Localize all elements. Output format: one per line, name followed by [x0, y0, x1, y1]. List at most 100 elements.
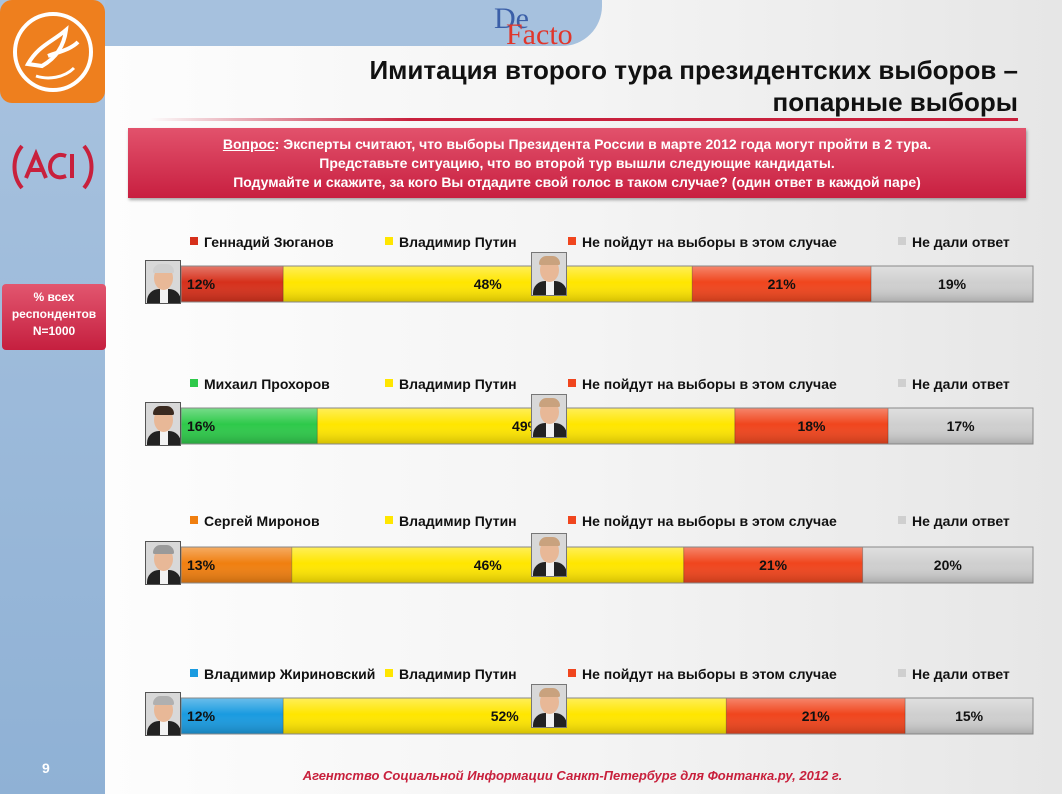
chart-1-legend-label-1: Геннадий Зюганов [204, 234, 334, 250]
question-line1: Вопрос: Эксперты считают, что выборы Пре… [128, 135, 1026, 154]
chart-3-candidate-photo [145, 541, 181, 585]
chart-2-legend-label-4: Не дали ответ [912, 376, 1010, 392]
chart-1-bar-shade-4 [871, 266, 1033, 302]
chart-2-data-label-3: 18% [797, 418, 826, 434]
page-number: 9 [42, 760, 50, 776]
chart-4-bar-shade-1 [181, 698, 284, 734]
chart-3-bar-shade-3 [683, 547, 863, 583]
chart-2-legend-label-3: Не пойдут на выборы в этом случае [582, 376, 837, 392]
chart-4-legend-label-2: Владимир Путин [399, 666, 517, 682]
chart-4-legend-item-2: Владимир Путин [385, 666, 517, 682]
chart-3-data-label-2: 46% [474, 557, 503, 573]
chart-3-data-label-1: 13% [187, 557, 216, 573]
chart-1-data-label-3: 21% [768, 276, 797, 292]
chart-3-bar-outline [180, 546, 1034, 584]
chart-2-candidate-photo [145, 402, 181, 446]
question-line2: Представьте ситуацию, что во второй тур … [319, 155, 835, 171]
chart-3-legend-label-3: Не пойдут на выборы в этом случае [582, 513, 837, 529]
page-title: Имитация второго тура президентских выбо… [298, 54, 1018, 118]
chart-3-row: 13% 46% 21% 20% [145, 533, 1037, 601]
chart-4-legend-swatch-4 [898, 669, 906, 677]
title-underline [150, 118, 1018, 121]
chart-2-legend: Михаил Прохоров Владимир Путин Не пойдут н… [0, 376, 1062, 396]
chart-4-bar-shade-3 [726, 698, 906, 734]
chart-4-bar-outline [180, 697, 1034, 735]
chart-1-bar-outline [180, 265, 1034, 303]
chart-2-bar-outline [180, 407, 1034, 445]
footer-credit: Агентство Социальной Информации Санкт-Пе… [302, 768, 843, 783]
chart-1-legend-swatch-3 [568, 237, 576, 245]
respondents-line1: % всех [33, 290, 75, 304]
agency-logo [0, 0, 105, 103]
chart-1-data-label-4: 19% [938, 276, 967, 292]
respondents-line3: N=1000 [32, 324, 76, 338]
chart-3-legend-label-4: Не дали ответ [912, 513, 1010, 529]
chart-2-legend-swatch-4 [898, 379, 906, 387]
chart-1-legend-item-2: Владимир Путин [385, 234, 517, 250]
defacto-logo: De Facto [490, 2, 600, 51]
chart-4-legend: Владимир Жириновский Владимир Путин Не пой… [0, 666, 1062, 686]
chart-4-legend-item-1: Владимир Жириновский [190, 666, 375, 682]
top-bar [105, 0, 602, 46]
respondents-line2: респондентов [11, 307, 97, 321]
chart-2-bar-shade-2 [317, 408, 735, 444]
chart-2-data-label-4: 17% [947, 418, 976, 434]
chart-2-legend-label-1: Михаил Прохоров [204, 376, 330, 392]
chart-1-data-label-1: 12% [187, 276, 216, 292]
chart-3-bar-svg: 13% 46% 21% 20% [180, 546, 1034, 584]
chart-2-putin-photo [531, 394, 567, 438]
question-label: Вопрос [222, 136, 275, 152]
chart-2-bar-shade-4 [888, 408, 1033, 444]
respondents-badge: % всех респондентов N=1000 [2, 284, 106, 350]
chart-2-legend-item-4: Не дали ответ [898, 376, 1010, 392]
chart-1-putin-photo [531, 252, 567, 296]
question-line3: Подумайте и скажите, за кого Вы отдадите… [233, 174, 921, 190]
chart-4-legend-item-3: Не пойдут на выборы в этом случае [568, 666, 837, 682]
chart-4-legend-swatch-2 [385, 669, 393, 677]
chart-4-legend-swatch-3 [568, 669, 576, 677]
chart-3-bar-shade-2 [291, 547, 684, 583]
chart-4-bar-shade-4 [905, 698, 1033, 734]
question-text-1: : Эксперты считают, что выборы Президент… [274, 136, 932, 152]
chart-3-putin-photo [531, 533, 567, 577]
chart-2-legend-item-2: Владимир Путин [385, 376, 517, 392]
chart-3-legend-swatch-1 [190, 516, 198, 524]
chart-2-legend-item-3: Не пойдут на выборы в этом случае [568, 376, 837, 392]
chart-1-candidate-photo [145, 260, 181, 304]
chart-2-legend-swatch-1 [190, 379, 198, 387]
chart-4-data-label-2: 52% [491, 708, 520, 724]
bird-icon [13, 12, 93, 92]
chart-4-legend-label-3: Не пойдут на выборы в этом случае [582, 666, 837, 682]
chart-3-legend-item-4: Не дали ответ [898, 513, 1010, 529]
chart-1-bar-shade-2 [283, 266, 693, 302]
chart-3-legend-swatch-4 [898, 516, 906, 524]
chart-4-legend-swatch-1 [190, 669, 198, 677]
chart-4-bar-svg: 12% 52% 21% 15% [180, 697, 1034, 735]
chart-1-legend-swatch-2 [385, 237, 393, 245]
chart-2-legend-item-1: Михаил Прохоров [190, 376, 330, 392]
chart-2-legend-swatch-2 [385, 379, 393, 387]
chart-3-legend-swatch-2 [385, 516, 393, 524]
chart-3-legend-label-1: Сергей Миронов [204, 513, 320, 529]
chart-4-data-label-1: 12% [187, 708, 216, 724]
chart-1-bar-shade-3 [692, 266, 872, 302]
chart-3-legend-item-2: Владимир Путин [385, 513, 517, 529]
chart-4-row: 12% 52% 21% 15% [145, 684, 1037, 752]
chart-3-data-label-4: 20% [934, 557, 963, 573]
chart-3-data-label-3: 21% [759, 557, 788, 573]
sidebar [0, 0, 105, 794]
aci-logo-icon [12, 144, 94, 190]
chart-1-data-label-2: 48% [474, 276, 503, 292]
chart-2-bar-shade-3 [734, 408, 889, 444]
chart-3-bar-shade-1 [181, 547, 292, 583]
chart-4-legend-label-4: Не дали ответ [912, 666, 1010, 682]
chart-1-legend: Геннадий Зюганов Владимир Путин Не пойдут … [0, 234, 1062, 254]
chart-1-legend-label-3: Не пойдут на выборы в этом случае [582, 234, 837, 250]
chart-1-legend-swatch-4 [898, 237, 906, 245]
chart-1-row: 12% 48% 21% 19% [145, 252, 1037, 320]
chart-1-bar-svg: 12% 48% 21% 19% [180, 265, 1034, 303]
defacto-logo-facto: Facto [506, 18, 573, 51]
page-title-line1: Имитация второго тура президентских выбо… [369, 55, 1018, 85]
chart-1-bar-shade-1 [181, 266, 284, 302]
chart-3-legend: Сергей Миронов Владимир Путин Не пойдут на… [0, 513, 1062, 533]
